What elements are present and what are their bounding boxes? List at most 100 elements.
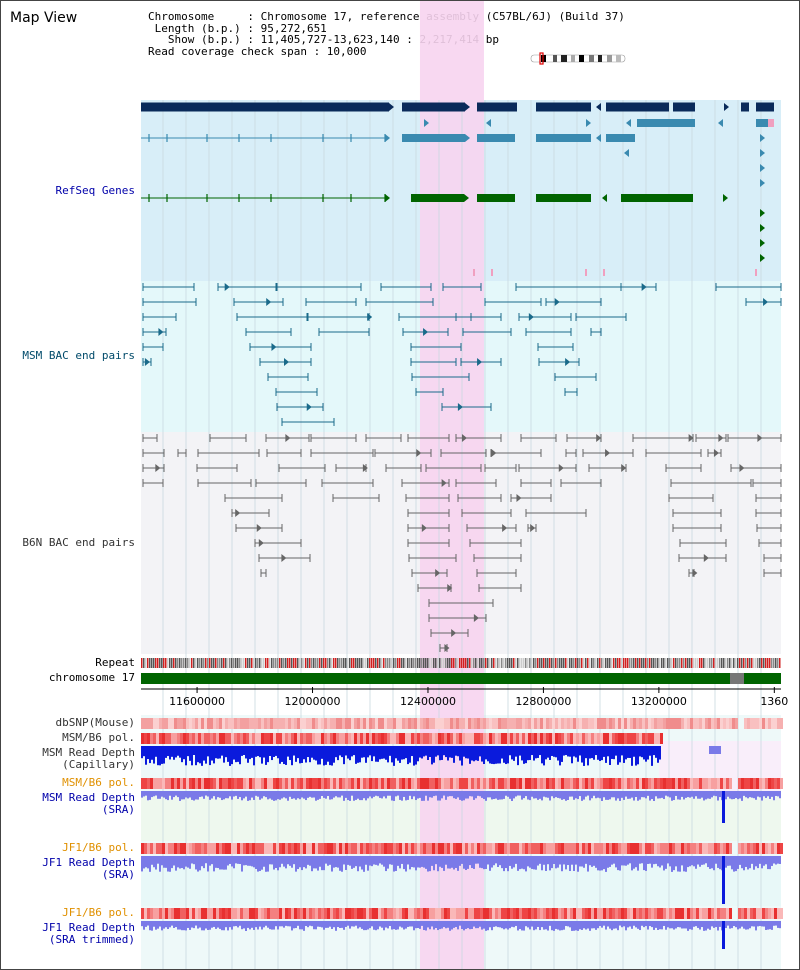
heat-cell bbox=[366, 908, 369, 919]
heat-cell bbox=[498, 733, 501, 744]
heat-cell bbox=[744, 778, 747, 789]
heat-cell bbox=[264, 718, 267, 729]
track-label-msm-b6-pol[interactable]: MSM/B6 pol. bbox=[62, 731, 135, 744]
heat-cell bbox=[687, 778, 690, 789]
depth-bar bbox=[411, 746, 413, 757]
heat-cell bbox=[723, 718, 726, 729]
repeat-mark bbox=[583, 658, 585, 668]
repeat-mark bbox=[737, 658, 739, 668]
track-label-msm-depth-capillary[interactable]: MSM Read Depth bbox=[42, 746, 135, 759]
heat-cell bbox=[213, 908, 216, 919]
depth-bar bbox=[747, 856, 749, 870]
heat-cell bbox=[222, 718, 225, 729]
grid-lines bbox=[162, 100, 762, 969]
depth-bar bbox=[371, 921, 373, 927]
heat-cell bbox=[411, 778, 414, 789]
heat-cell bbox=[582, 718, 585, 729]
repeat-mark bbox=[629, 658, 631, 668]
depth-bar bbox=[247, 856, 249, 866]
selection-highlight bbox=[419, 1, 484, 969]
heat-cell bbox=[405, 778, 408, 789]
repeat-mark bbox=[567, 658, 569, 668]
gene-block bbox=[673, 102, 695, 112]
heat-cell bbox=[699, 908, 702, 919]
depth-bar bbox=[659, 791, 661, 799]
heat-cell bbox=[432, 718, 435, 729]
heat-cell bbox=[288, 908, 291, 919]
track-label-msm-depth-sra[interactable]: MSM Read Depth bbox=[42, 791, 135, 804]
track-label-repeat[interactable]: Repeat bbox=[95, 656, 135, 669]
heat-cell bbox=[561, 843, 564, 854]
heat-cell bbox=[306, 908, 309, 919]
repeat-mark bbox=[481, 658, 483, 668]
track-label-jf1-b6-pol-2[interactable]: JF1/B6 pol. bbox=[62, 906, 135, 919]
depth-bar bbox=[519, 746, 521, 756]
repeat-mark bbox=[247, 658, 249, 668]
heat-cell bbox=[777, 718, 780, 729]
heat-cell bbox=[216, 778, 219, 789]
heat-cell bbox=[387, 908, 390, 919]
track-label-b6n-bac[interactable]: B6N BAC end pairs bbox=[22, 536, 135, 549]
heat-cell bbox=[570, 733, 573, 744]
depth-bar bbox=[189, 856, 191, 869]
axis-tick-label: 1360 bbox=[760, 695, 788, 708]
repeat-mark bbox=[399, 658, 401, 668]
heat-cell bbox=[435, 778, 438, 789]
track-label-msm-b6-pol-2[interactable]: MSM/B6 pol. bbox=[62, 776, 135, 789]
depth-bar bbox=[733, 791, 735, 800]
depth-bar bbox=[425, 746, 427, 756]
track-label-msm-bac[interactable]: MSM BAC end pairs bbox=[22, 349, 135, 362]
heat-cell bbox=[462, 718, 465, 729]
depth-bar bbox=[583, 746, 585, 766]
heat-cell bbox=[321, 778, 324, 789]
depth-bar bbox=[381, 746, 383, 759]
heat-cell bbox=[291, 733, 294, 744]
depth-bar bbox=[403, 746, 405, 760]
depth-bar bbox=[371, 856, 373, 867]
depth-bar bbox=[527, 746, 529, 761]
jf1-b6-pol-track bbox=[141, 843, 783, 854]
depth-bar bbox=[461, 921, 463, 930]
track-label-jf1-b6-pol[interactable]: JF1/B6 pol. bbox=[62, 841, 135, 854]
depth-bar bbox=[147, 791, 149, 801]
track-label-chromosome[interactable]: chromosome 17 bbox=[48, 671, 135, 684]
bac-pair-arrow bbox=[457, 403, 463, 411]
depth-bar bbox=[587, 921, 589, 929]
depth-bar bbox=[171, 921, 173, 926]
heat-cell bbox=[294, 733, 297, 744]
heat-cell bbox=[678, 778, 681, 789]
track-label-jf1-depth-trimmed[interactable]: JF1 Read Depth bbox=[42, 921, 135, 934]
depth-bar bbox=[185, 856, 187, 867]
depth-bar bbox=[569, 921, 571, 928]
depth-bar bbox=[617, 921, 619, 931]
repeat-mark bbox=[745, 658, 747, 668]
depth-bar bbox=[479, 746, 481, 757]
heat-cell bbox=[285, 778, 288, 789]
heat-cell bbox=[408, 778, 411, 789]
depth-bar bbox=[235, 746, 237, 763]
depth-bar bbox=[677, 921, 679, 928]
depth-bar bbox=[201, 746, 203, 766]
repeat-mark bbox=[165, 658, 167, 668]
heat-cell bbox=[444, 843, 447, 854]
track-label-jf1-depth[interactable]: JF1 Read Depth bbox=[42, 856, 135, 869]
heat-cell bbox=[684, 718, 687, 729]
track-label-refseq[interactable]: RefSeq Genes bbox=[55, 184, 135, 197]
heat-cell bbox=[498, 778, 501, 789]
repeat-mark bbox=[655, 658, 657, 668]
depth-bar bbox=[541, 921, 543, 928]
heat-cell bbox=[540, 718, 543, 729]
depth-bar bbox=[223, 921, 225, 931]
repeat-mark bbox=[175, 658, 177, 668]
depth-spike bbox=[722, 791, 725, 823]
heat-cell bbox=[573, 733, 576, 744]
track-label-dbsnp[interactable]: dbSNP(Mouse) bbox=[55, 716, 135, 729]
heat-cell bbox=[189, 908, 192, 919]
depth-bar bbox=[331, 856, 333, 872]
heat-cell bbox=[453, 778, 456, 789]
heat-cell bbox=[570, 778, 573, 789]
depth-bar bbox=[369, 791, 371, 797]
heat-cell bbox=[207, 778, 210, 789]
depth-bar bbox=[447, 921, 449, 928]
